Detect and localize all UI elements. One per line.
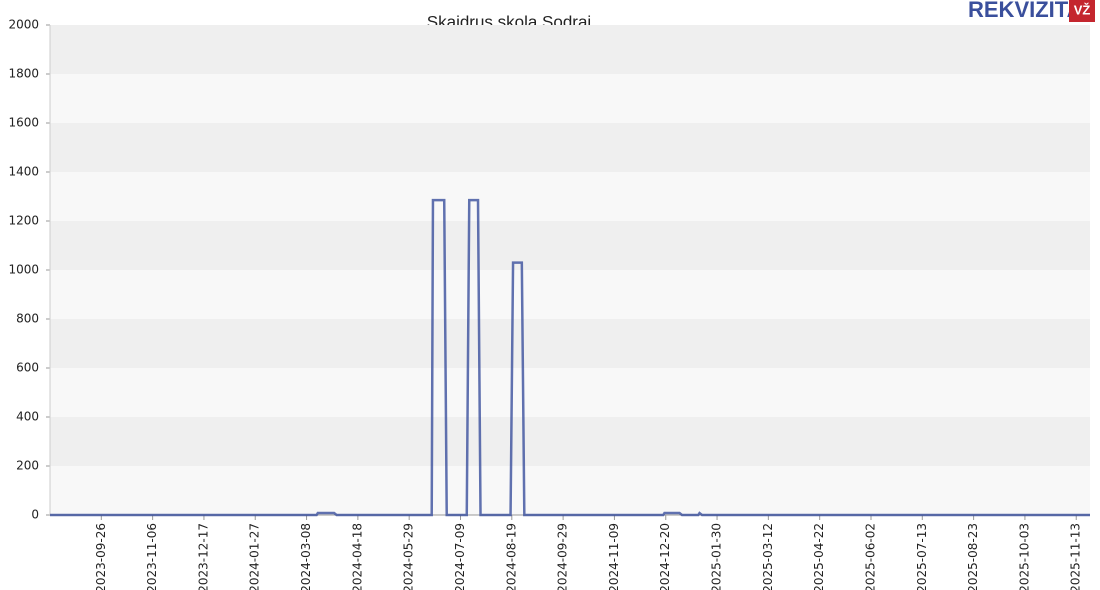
x-tick-label: 2023-11-06 [145,523,159,590]
x-tick-label: 2025-10-03 [1017,523,1031,590]
x-tick-label: 2025-01-30 [710,523,724,590]
y-tick-label: 1200 [8,214,39,228]
x-tick-label: 2025-06-02 [863,523,877,590]
logo-text: REKVIZITAI [968,0,1089,22]
y-tick-label: 1000 [8,263,39,277]
y-tick-label: 1400 [8,165,39,179]
x-tick-label: 2025-11-13 [1069,523,1083,590]
grid-band [50,25,1090,74]
x-tick-label: 2024-09-29 [556,523,570,590]
y-tick-label: 800 [16,312,39,326]
logo-badge-box [1069,0,1095,22]
grid-band [50,221,1090,270]
logo-badge: VŽ [1074,2,1091,17]
x-tick-label: 2024-08-19 [504,523,518,590]
y-tick-label: 0 [31,508,39,522]
grid-band [50,123,1090,172]
x-tick-label: 2023-09-26 [94,523,108,590]
series-line [50,198,1090,517]
grid-band [50,417,1090,466]
y-tick-label: 1600 [8,116,39,130]
x-tick-label: 2023-12-17 [196,523,210,590]
x-tick-label: 2024-01-27 [248,523,262,590]
y-tick-label: 200 [16,459,39,473]
y-tick-label: 2000 [8,18,39,32]
y-tick-label: 1800 [8,67,39,81]
x-tick-label: 2025-03-12 [761,523,775,590]
x-tick-label: 2024-11-09 [607,523,621,590]
x-tick-label: 2024-03-08 [299,523,313,590]
x-tick-label: 2025-04-22 [812,523,826,590]
y-tick-label: 400 [16,410,39,424]
grid-band [50,319,1090,368]
y-tick-label: 600 [16,361,39,375]
x-tick-label: 2025-08-23 [966,523,980,590]
x-tick-label: 2024-12-20 [658,523,672,590]
x-tick-label: 2024-05-29 [402,523,416,590]
x-tick-label: 2024-04-18 [350,523,364,590]
x-tick-label: 2025-07-13 [915,523,929,590]
x-tick-label: 2024-07-09 [453,523,467,590]
